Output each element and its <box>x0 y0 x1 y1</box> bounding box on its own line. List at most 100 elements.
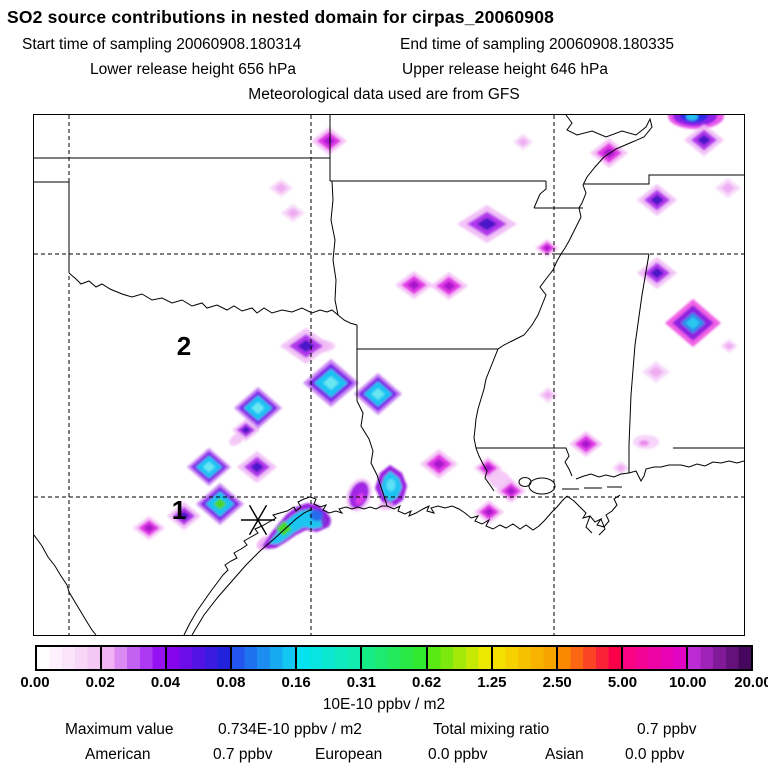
concentration-diamond <box>505 486 517 496</box>
lake-outline <box>528 477 556 495</box>
colorbar-segment <box>687 647 752 669</box>
concentration-diamond <box>483 464 493 472</box>
colorbar-segment <box>167 647 233 669</box>
gridline-layer <box>34 115 744 635</box>
lower-release-text: Lower release height 656 hPa <box>90 61 296 78</box>
source-asian-value: 0.0 ppbv <box>625 746 685 763</box>
upper-release-text: Upper release height 646 hPa <box>402 61 608 78</box>
concentration-diamond <box>213 498 227 510</box>
end-time-text: End time of sampling 20060908.180335 <box>400 36 675 53</box>
colorbar-segment <box>427 647 493 669</box>
concentration-diamond <box>720 182 736 194</box>
concentration-diamond <box>178 511 190 521</box>
state-boundary-line <box>34 534 97 635</box>
colorbar-segment <box>557 647 623 669</box>
state-boundary-line <box>583 174 744 185</box>
state-boundary-line <box>356 325 388 507</box>
colorbar <box>35 645 753 671</box>
concentration-diamond <box>371 388 385 400</box>
state-boundary-line <box>68 272 358 326</box>
colorbar-segment <box>362 647 428 669</box>
boundary-layer <box>34 115 744 635</box>
marker-layer <box>133 124 741 540</box>
concentration-diamond <box>476 217 498 231</box>
concentration-plume <box>386 479 396 491</box>
colorbar-tick-label: 0.08 <box>216 674 246 691</box>
source-region-label: 2 <box>177 331 191 361</box>
colorbar-tick-label: 0.16 <box>281 674 311 691</box>
state-boundary-line <box>628 460 744 483</box>
colorbar-segment <box>297 647 363 669</box>
concentration-plume <box>639 440 649 446</box>
colorbar-segment <box>232 647 298 669</box>
concentration-diamond <box>616 464 626 472</box>
max-value-number: 0.734E-10 ppbv / m2 <box>218 721 362 738</box>
state-boundary-line <box>562 486 622 490</box>
concentration-diamond <box>517 137 529 147</box>
concentration-diamond <box>297 339 315 353</box>
source-asian-label: Asian <box>545 746 584 763</box>
state-boundary-line <box>476 447 573 477</box>
colorbar-segment <box>37 647 103 669</box>
source-european-label: European <box>315 746 383 763</box>
colorbar-segment <box>622 647 688 669</box>
colorbar-tick-label: 5.00 <box>607 674 638 691</box>
concentration-diamond <box>580 439 592 449</box>
colorbar-tick-label: 0.00 <box>20 674 50 691</box>
receptor-asterisk-marker <box>241 504 275 536</box>
colorbar-segment <box>102 647 168 669</box>
concentration-diamond <box>274 183 288 193</box>
concentration-diamond <box>724 342 734 350</box>
concentration-diamond <box>697 134 711 146</box>
concentration-diamond <box>542 390 554 400</box>
state-boundary-line <box>566 494 621 528</box>
state-boundary-line <box>330 180 339 316</box>
page-title: SO2 source contributions in nested domai… <box>7 7 555 27</box>
concentration-diamond <box>250 461 264 473</box>
colorbar-tick-label: 0.62 <box>412 674 442 691</box>
total-mixing-ratio-label: Total mixing ratio <box>433 721 550 738</box>
concentration-diamond <box>323 376 339 390</box>
colorbar-tick-label: 0.02 <box>85 674 115 691</box>
colorbar-segment <box>492 647 558 669</box>
state-boundary-line <box>183 496 387 635</box>
concentration-diamond <box>286 208 300 218</box>
concentration-diamond <box>650 194 664 206</box>
concentration-diamond <box>650 267 664 279</box>
colorbar-tick-label: 1.25 <box>477 674 507 691</box>
colorbar-tick-label: 10.00 <box>668 674 707 691</box>
met-data-text: Meteorological data used are from GFS <box>248 86 520 103</box>
concentration-diamond <box>648 365 664 379</box>
state-boundary-line <box>628 253 650 473</box>
concentration-diamond <box>202 461 216 473</box>
start-time-text: Start time of sampling 20060908.180314 <box>22 36 302 53</box>
state-boundary-line <box>585 515 606 536</box>
state-boundary-line <box>330 180 583 209</box>
concentration-diamond <box>251 402 265 414</box>
colorbar-tick-label: 20.00 <box>734 674 768 691</box>
source-american-value: 0.7 ppbv <box>213 746 273 763</box>
state-boundary-line <box>473 115 653 492</box>
concentration-diamond <box>241 426 251 434</box>
concentration-plume <box>686 115 698 121</box>
concentration-diamond <box>432 458 446 470</box>
concentration-plume <box>355 493 365 505</box>
concentration-diamond <box>442 281 456 291</box>
state-boundary-line <box>191 508 313 635</box>
concentration-diamond <box>407 280 421 290</box>
state-boundary-line <box>575 472 630 480</box>
lake-outline <box>518 477 532 487</box>
concentration-diamond <box>685 316 701 330</box>
colorbar-tick-label: 0.31 <box>346 674 376 691</box>
source-american-label: American <box>85 746 151 763</box>
state-boundary-line <box>386 495 568 531</box>
total-mixing-ratio-value: 0.7 ppbv <box>637 721 697 738</box>
colorbar-tick-label: 0.04 <box>150 674 181 691</box>
max-value-label: Maximum value <box>65 721 174 738</box>
concentration-diamond <box>542 244 552 252</box>
concentration-diamond <box>143 523 155 533</box>
concentration-plume <box>321 514 331 528</box>
concentration-diamond <box>483 507 495 517</box>
